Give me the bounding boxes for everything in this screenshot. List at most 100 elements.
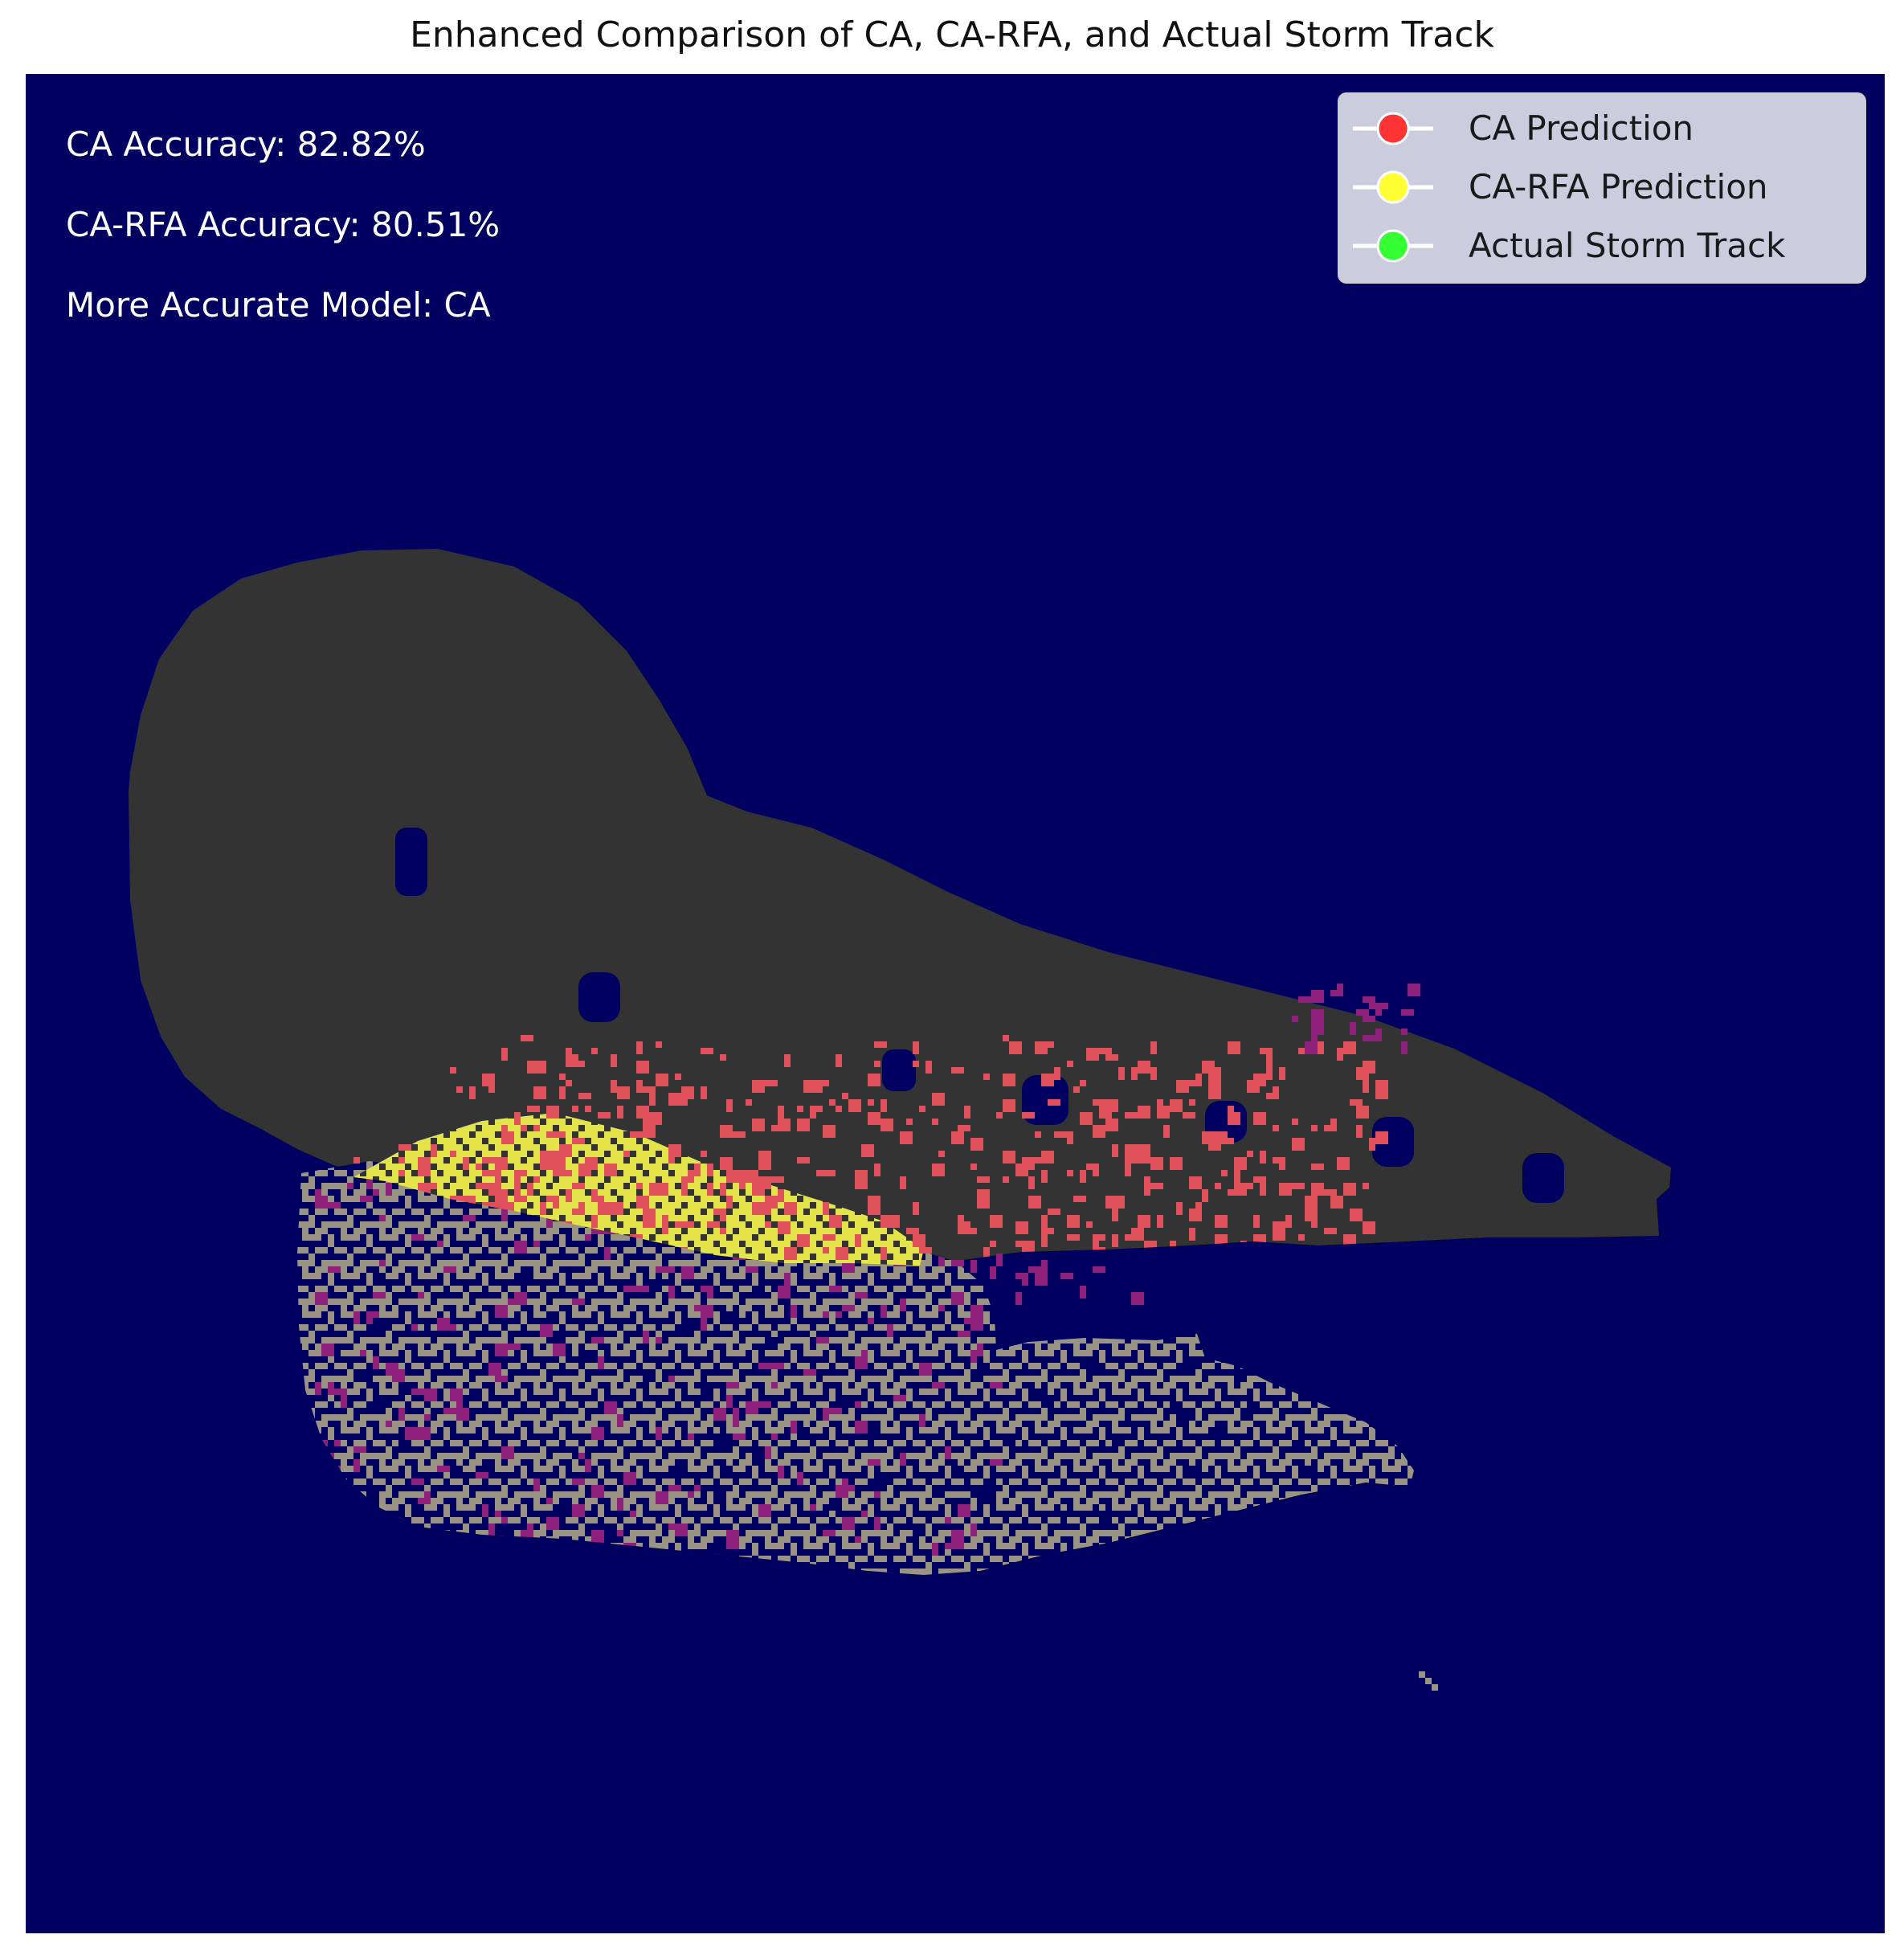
ca-cell [482,1170,495,1176]
ca-cell [1202,1189,1208,1202]
overlap-cell [681,1266,694,1279]
track-gap-cell [868,1427,874,1440]
overlap-cell [373,1292,386,1299]
ca-cell [649,1112,662,1125]
ca-cell [572,1209,578,1215]
ca-cell [701,1086,707,1099]
ca-cell [566,1151,572,1157]
outer-overlap-cell [1022,1279,1028,1286]
ca-cell [752,1080,765,1093]
ca-cell [527,1061,533,1074]
overlap-cell [392,1369,405,1382]
overlap-cell [463,1215,476,1221]
chart-title: Enhanced Comparison of CA, CA-RFA, and A… [410,14,1494,55]
outer-overlap-cell [951,1260,964,1266]
track-gap-cell [938,1485,945,1498]
track-gap-cell [398,1382,411,1395]
ca-cell [964,1106,970,1119]
ca-cell [578,1061,585,1067]
ca-cell [1311,1125,1318,1131]
track-gap-cell [1080,1421,1086,1427]
ca-cell [816,1170,829,1176]
ca-cell [1305,1209,1318,1221]
ca-cell [1356,1131,1363,1138]
overlap-cell [617,1530,623,1536]
ca-cell [1048,1099,1060,1106]
outer-overlap-cell [1408,984,1420,996]
overlap-cell [405,1427,418,1440]
overlap-cell [572,1479,585,1485]
track-gap-cell [405,1292,411,1299]
ca-cell [617,1086,630,1099]
overlap-cell [900,1299,906,1311]
overlap-cell [604,1247,611,1260]
ca-cell [488,1183,501,1196]
overlap-cell [803,1369,816,1376]
overlap-cell [578,1504,585,1511]
overlap-cell [450,1389,463,1401]
ca-cell [1131,1067,1138,1080]
ca-cell [739,1170,752,1183]
legend-label-actual: Actual Storm Track [1469,226,1786,265]
ca-cell [868,1112,880,1125]
track-gap-cell [1170,1401,1183,1414]
overlap-cell [379,1215,386,1221]
ca-cell [514,1176,521,1183]
overlap-cell [495,1344,508,1356]
ca-cell [778,1221,784,1234]
overlap-cell [713,1408,726,1421]
ca-cell [1285,1183,1292,1196]
ca-cell [482,1074,495,1086]
track-gap-cell [1240,1414,1253,1421]
overlap-cell [810,1504,816,1511]
overlap-cell [386,1421,392,1427]
track-gap-cell [1183,1414,1195,1421]
ca-cell [1067,1131,1073,1144]
overlap-cell [546,1498,553,1504]
ca-cell [636,1196,649,1209]
overlap-cell [386,1183,392,1196]
overlap-cell [990,1382,1003,1389]
ca-cell [533,1176,540,1183]
track-gap-cell [514,1254,521,1260]
ca-cell [681,1183,688,1196]
outer-overlap-cell [1305,1041,1318,1054]
ca-cell [546,1131,559,1138]
ca-cell [1311,1164,1324,1170]
track-gap-cell [366,1485,379,1498]
overlap-cell [366,1176,373,1189]
track-gap-cell [784,1299,791,1311]
overlap-cell [353,1446,366,1453]
track-gap-cell [675,1459,688,1466]
ca-cell [540,1157,553,1164]
overlap-cell [990,1459,1003,1466]
ca-cell [836,1054,842,1067]
ca-cell [1041,1234,1048,1247]
overlap-cell [495,1376,508,1382]
outer-overlap-cell [1131,1292,1144,1305]
ca-cell [1150,1041,1157,1054]
track-gap-cell [456,1466,463,1479]
ca-cell [810,1112,816,1119]
ca-cell [1189,1228,1195,1241]
ca-cell [636,1041,643,1054]
overlap-cell [514,1241,527,1254]
overlap-cell [868,1459,880,1466]
ca-cell [553,1151,566,1164]
ca-cell [855,1234,861,1247]
ca-cell [572,1183,585,1189]
ca-cell [1234,1157,1247,1170]
ca-cell [1099,1048,1112,1054]
ca-cell [649,1093,656,1106]
track-gap-cell [668,1466,681,1479]
overlap-cell [347,1183,353,1189]
track-gap-cell [636,1479,643,1491]
overlap-cell [823,1311,829,1318]
overlap-cell [424,1491,431,1504]
track-gap-cell [649,1279,656,1292]
overlap-cell [758,1401,771,1408]
ca-cell [720,1054,726,1061]
outer-overlap-cell [1311,990,1324,1003]
ca-cell [1035,1131,1041,1138]
ca-cell [1292,1183,1305,1189]
